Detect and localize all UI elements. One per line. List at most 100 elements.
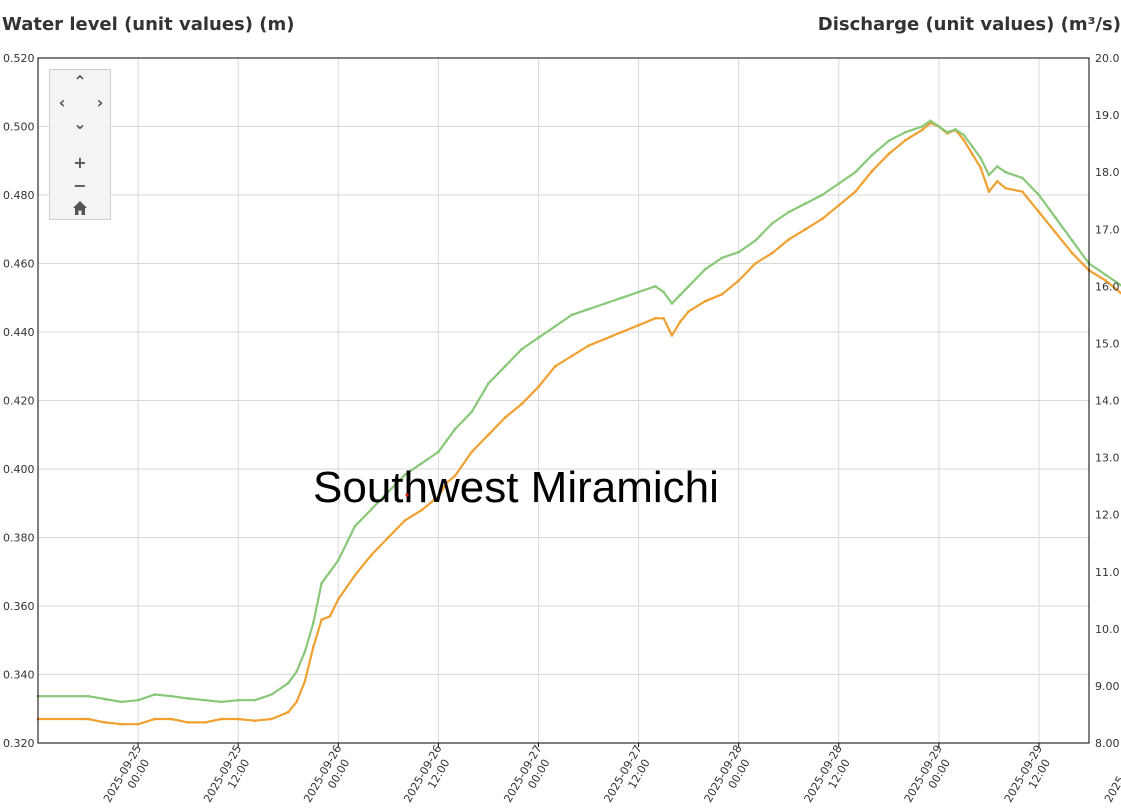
discharge-point: [520, 347, 523, 351]
left-tick-label: 0.360: [3, 600, 35, 613]
discharge-point: [971, 145, 974, 148]
water-level-point: [887, 152, 891, 156]
water-level-point: [320, 618, 323, 621]
zoom-in-icon[interactable]: +: [73, 153, 87, 172]
left-tick-label: 0.340: [3, 669, 35, 682]
right-axis-title: Discharge (unit values) (m³/s): [817, 14, 1121, 35]
left-tick-label: 0.400: [3, 463, 35, 476]
water-level-point: [445, 481, 448, 484]
grid: [38, 57, 1089, 744]
discharge-point: [1037, 193, 1041, 197]
left-tick-label: 0.480: [3, 189, 35, 202]
discharge-point: [337, 559, 340, 562]
water-level-point: [1004, 186, 1007, 190]
x-tick-date: 2025-09-30: [1102, 743, 1121, 805]
water-level-point: [962, 139, 966, 142]
discharge-point: [929, 119, 932, 122]
water-level-point: [654, 317, 657, 320]
water-level-point: [804, 228, 807, 231]
discharge-point: [253, 698, 257, 702]
pan-left-icon[interactable]: ‹: [58, 93, 66, 112]
water-level-point: [662, 317, 665, 320]
discharge-point: [754, 239, 757, 242]
water-level-point: [971, 152, 974, 156]
water-level-point: [370, 553, 373, 556]
water-level-point: [570, 354, 574, 358]
discharge-point: [1104, 273, 1107, 277]
water-level-point: [587, 344, 590, 347]
left-tick-label: 0.460: [3, 258, 35, 271]
discharge-point: [737, 250, 740, 254]
water-level-point: [453, 474, 457, 478]
discharge-point: [353, 524, 357, 528]
discharge-point: [920, 125, 924, 128]
water-level-point: [920, 128, 924, 132]
discharge-point: [328, 570, 332, 573]
discharge-point: [420, 462, 423, 465]
discharge-point: [387, 490, 390, 494]
water-level-point: [704, 299, 707, 303]
pan-up-icon[interactable]: ⌃: [73, 72, 87, 91]
pan-right-icon[interactable]: ›: [96, 93, 104, 112]
discharge-point: [453, 427, 457, 431]
discharge-point: [1071, 239, 1074, 242]
discharge-point: [570, 313, 574, 317]
discharge-point: [954, 128, 957, 131]
water-level-point: [837, 204, 840, 207]
water-level-point: [153, 717, 156, 721]
discharge-point: [587, 307, 590, 311]
discharge-point: [370, 507, 373, 511]
discharge-point: [295, 670, 298, 673]
right-tick-label: 15.0: [1095, 337, 1120, 350]
water-level-point: [720, 293, 724, 296]
water-level-point: [186, 721, 190, 724]
discharge-line: [38, 119, 1121, 704]
discharge-point: [153, 693, 156, 696]
water-level-point: [420, 508, 423, 512]
discharge-point: [120, 700, 123, 704]
discharge-point: [203, 698, 207, 702]
water-level-point: [103, 721, 106, 724]
water-level-point: [770, 252, 774, 255]
water-level-point: [1037, 210, 1041, 214]
discharge-point: [962, 133, 966, 137]
discharge-point: [996, 165, 999, 168]
left-tick-label: 0.440: [3, 326, 35, 339]
water-level-point: [136, 722, 140, 726]
water-level-point: [637, 323, 640, 327]
discharge-point: [103, 697, 106, 701]
left-axis-ticks: 0.320 0.340 0.360 0.380 0.400 0.420 0.440 0.460…: [3, 52, 35, 750]
discharge-point: [86, 694, 90, 698]
discharge-point: [654, 285, 657, 288]
water-level-point: [687, 310, 690, 313]
discharge-point: [170, 694, 173, 698]
water-level-point: [904, 139, 907, 142]
water-level-point: [287, 710, 290, 714]
discharge-point: [904, 131, 907, 134]
home-icon[interactable]: [69, 198, 91, 216]
water-level-point: [120, 722, 123, 726]
discharge-point: [979, 156, 982, 160]
right-tick-label: 10.0: [1095, 623, 1120, 636]
pan-down-icon[interactable]: ⌄: [73, 114, 87, 133]
discharge-point: [804, 202, 807, 205]
discharge-point: [1021, 176, 1024, 180]
discharge-point: [487, 382, 490, 385]
discharge-point: [662, 290, 665, 294]
water-level-point: [1071, 252, 1074, 255]
right-tick-label: 8.00: [1095, 737, 1120, 750]
water-level-point: [1104, 279, 1107, 282]
water-level-point: [604, 337, 607, 341]
water-level-point: [787, 238, 790, 241]
zoom-out-icon[interactable]: −: [73, 176, 87, 195]
water-level-point: [270, 717, 273, 721]
left-axis-title: Water level (unit values) (m): [2, 14, 295, 35]
discharge-point: [236, 698, 240, 702]
water-level-point: [470, 450, 473, 454]
